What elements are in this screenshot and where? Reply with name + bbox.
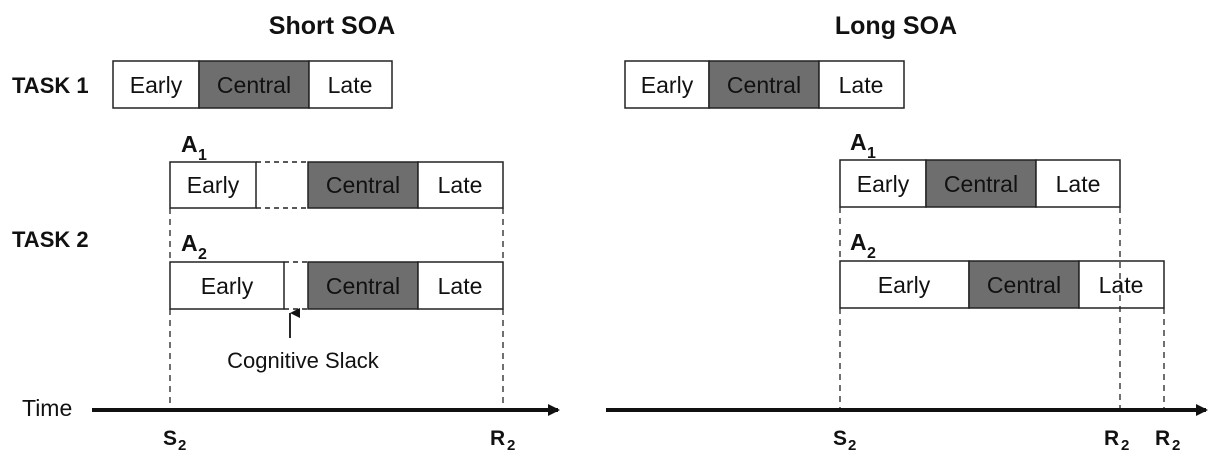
- short-task1-late-box: [308, 60, 393, 109]
- short-a1-early-text: Early: [187, 172, 240, 198]
- short-a1-central-box: [307, 161, 419, 209]
- task2-label: TASK 2: [12, 227, 89, 252]
- time-label: Time: [22, 395, 72, 421]
- short-s2-letter: S: [163, 427, 177, 450]
- long-task1-late-text: Late: [839, 72, 884, 98]
- long-a1-letter: A: [850, 129, 867, 155]
- long-a1-central-text: Central: [944, 171, 1018, 197]
- short-a1-early-box: [169, 161, 257, 209]
- long-r2-second-sub: 2: [1172, 437, 1180, 451]
- short-task2-a1-row: Early Central Late: [169, 161, 504, 209]
- short-a2-late-text: Late: [438, 273, 483, 299]
- long-task1-early-box: [624, 60, 710, 109]
- short-a2-sub: 2: [198, 246, 207, 263]
- short-a1-late-box: [417, 161, 504, 209]
- long-soa-panel: Long SOA Early Central Late A 1 Early Ce…: [606, 12, 1208, 454]
- long-a1-sub: 1: [867, 145, 876, 162]
- short-r2-sub: 2: [507, 437, 515, 451]
- short-a2-central-text: Central: [326, 273, 400, 299]
- long-r2-second-marker: R 2: [1155, 427, 1180, 454]
- long-task2-a2-row: Early Central Late: [839, 260, 1165, 309]
- short-task1-early-text: Early: [130, 72, 183, 98]
- short-a1-letter: A: [181, 131, 198, 157]
- short-r2-letter: R: [490, 427, 505, 450]
- short-a2-label: A 2: [181, 230, 207, 263]
- long-s2-marker: S 2: [833, 427, 856, 454]
- short-a2-early-box: [169, 261, 285, 310]
- short-s2-sub: 2: [178, 437, 186, 451]
- short-a1-central-text: Central: [326, 172, 400, 198]
- short-task1-central-text: Central: [217, 72, 291, 98]
- long-r2-first-marker: R 2: [1104, 427, 1129, 454]
- task1-label: TASK 1: [12, 73, 89, 98]
- long-task2-a1-row: Early Central Late: [839, 159, 1121, 208]
- long-a2-central-box: [968, 260, 1080, 309]
- short-a2-early-text: Early: [201, 273, 254, 299]
- long-a1-early-text: Early: [857, 171, 910, 197]
- long-a1-central-box: [925, 159, 1037, 208]
- cognitive-slack-label: Cognitive Slack: [227, 348, 380, 373]
- long-task1-late-box: [818, 60, 905, 109]
- short-task1-central-box: [198, 60, 310, 109]
- short-task1-row: Early Central Late: [112, 60, 393, 109]
- short-soa-title: Short SOA: [269, 12, 395, 40]
- short-task2-a2-row: Early Central Late: [169, 261, 504, 310]
- long-a2-late-text: Late: [1099, 272, 1144, 298]
- long-r2-first-letter: R: [1104, 427, 1119, 450]
- long-a1-late-text: Late: [1056, 171, 1101, 197]
- short-r2-marker: R 2: [490, 427, 515, 454]
- short-a1-label: A 1: [181, 131, 207, 164]
- long-task1-early-text: Early: [641, 72, 694, 98]
- long-r2-first-sub: 2: [1121, 437, 1129, 451]
- long-task1-row: Early Central Late: [624, 60, 905, 109]
- short-a1-sub: 1: [198, 147, 207, 164]
- long-a2-early-box: [839, 260, 970, 309]
- long-r2-second-letter: R: [1155, 427, 1170, 450]
- long-soa-title: Long SOA: [835, 12, 957, 40]
- short-a1-late-text: Late: [438, 172, 483, 198]
- short-a2-late-box: [417, 261, 504, 310]
- long-a1-label: A 1: [850, 129, 876, 162]
- long-s2-letter: S: [833, 427, 847, 450]
- long-a2-central-text: Central: [987, 272, 1061, 298]
- short-a2-central-box: [307, 261, 419, 310]
- long-a1-early-box: [839, 159, 927, 208]
- long-a1-late-box: [1035, 159, 1121, 208]
- short-task1-early-box: [112, 60, 200, 109]
- long-task1-central-text: Central: [727, 72, 801, 98]
- long-a2-label: A 2: [850, 229, 876, 262]
- long-a2-letter: A: [850, 229, 867, 255]
- short-s2-marker: S 2: [163, 427, 186, 454]
- short-task1-late-text: Late: [328, 72, 373, 98]
- short-a2-letter: A: [181, 230, 198, 256]
- short-soa-panel: Short SOA TASK 1 TASK 2 Early Central La…: [12, 12, 560, 454]
- long-a2-sub: 2: [867, 245, 876, 262]
- long-a2-early-text: Early: [878, 272, 931, 298]
- long-a2-late-box: [1078, 260, 1165, 309]
- long-task1-central-box: [708, 60, 820, 109]
- long-s2-sub: 2: [848, 437, 856, 451]
